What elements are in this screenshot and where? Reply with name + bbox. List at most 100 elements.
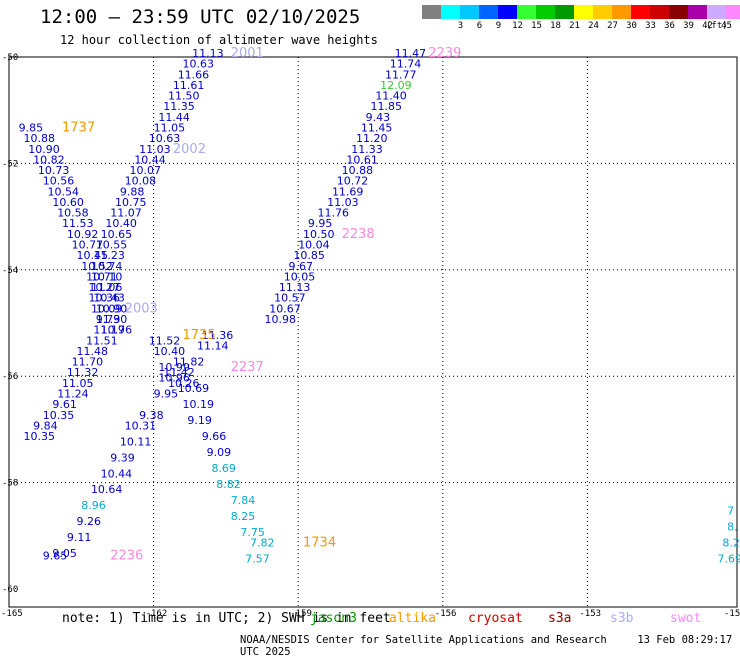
wave-height-value: 10.71 bbox=[86, 270, 118, 283]
lat-tick-label: -56 bbox=[2, 372, 18, 382]
satellite-swot: swot bbox=[670, 611, 702, 626]
wave-height-value: 11.45 bbox=[361, 121, 393, 134]
wave-height-value: 9.66 bbox=[202, 430, 227, 443]
legend-swatch bbox=[555, 5, 574, 19]
wave-height-value: 10.36 bbox=[89, 292, 121, 305]
legend-swatch bbox=[574, 5, 593, 19]
wave-height-value: 10.65 bbox=[101, 228, 133, 241]
lat-tick-label: -58 bbox=[2, 479, 18, 489]
lat-tick-label: -50 bbox=[2, 53, 18, 63]
wave-height-value: 11.82 bbox=[173, 356, 205, 369]
wave-height-value: 9.05 bbox=[52, 547, 77, 560]
wave-height-value: 11.53 bbox=[62, 217, 94, 230]
wave-height-value: 7.57 bbox=[245, 552, 270, 565]
wave-height-value: 11.66 bbox=[178, 68, 210, 81]
wave-height-value: 12.09 bbox=[380, 79, 412, 92]
legend-swatch bbox=[612, 5, 631, 19]
legend-label: 45 bbox=[721, 21, 732, 31]
wave-height-value: 10.19 bbox=[183, 398, 215, 411]
legend-label: 18 bbox=[550, 21, 561, 31]
legend-swatch bbox=[517, 5, 536, 19]
legend-swatch bbox=[593, 5, 612, 19]
wave-height-value: 11.85 bbox=[371, 100, 403, 113]
wave-height-value: 9.95 bbox=[308, 217, 333, 230]
wave-height-value: 9.95 bbox=[154, 387, 179, 400]
wave-height-value: 10.90 bbox=[96, 302, 128, 315]
wave-height-value: 9.85 bbox=[19, 121, 44, 134]
wave-height-value: 10.73 bbox=[38, 164, 70, 177]
lat-tick-label: -60 bbox=[2, 585, 18, 595]
wave-height-value: 11.19 bbox=[93, 324, 125, 337]
wave-height-value: 7.82 bbox=[250, 536, 275, 549]
lat-tick-label: -52 bbox=[2, 159, 18, 169]
wave-height-value: 11.36 bbox=[202, 329, 234, 342]
wave-height-value: 10.58 bbox=[57, 207, 88, 220]
lon-tick-label: -153 bbox=[579, 609, 601, 619]
wave-height-value: 9.88 bbox=[120, 185, 145, 198]
wave-height-value: 9.19 bbox=[187, 414, 212, 427]
wave-height-value: 8. bbox=[727, 520, 738, 533]
wave-height-value: 10.98 bbox=[264, 313, 296, 326]
wave-height-value: 10.26 bbox=[168, 377, 200, 390]
wave-height-value: 10.74 bbox=[91, 260, 123, 273]
pass-id-label: 2003 bbox=[125, 301, 158, 316]
pass-id-label: 1734 bbox=[303, 535, 336, 550]
wave-height-value: 10.90 bbox=[28, 143, 59, 156]
legend-label: 33 bbox=[645, 21, 656, 31]
wave-height-value: 10.72 bbox=[337, 175, 369, 188]
wave-height-value: 10.43 bbox=[93, 292, 125, 305]
wave-height-value: 9.26 bbox=[76, 515, 101, 528]
wave-height-value: 11.05 bbox=[154, 121, 186, 134]
credit-text: NOAA/NESDIS Center for Satellite Applica… bbox=[240, 634, 607, 646]
wave-height-value: 10.44 bbox=[134, 153, 166, 166]
legend-label: 36 bbox=[664, 21, 675, 31]
wave-height-value: 9.43 bbox=[366, 111, 391, 124]
wave-height-value: 7.84 bbox=[231, 494, 256, 507]
wave-height-value: 11.05 bbox=[62, 377, 94, 390]
wave-height-value: 10.82 bbox=[33, 153, 65, 166]
wave-height-value: 11.13 bbox=[279, 281, 311, 294]
legend-swatch bbox=[688, 5, 707, 19]
wave-height-value: 11.76 bbox=[317, 207, 349, 220]
page-title: 12:00 – 23:59 UTC 02/10/2025 bbox=[40, 6, 361, 28]
wave-height-value: 11.61 bbox=[173, 79, 205, 92]
footer-note: note: 1) Time is in UTC; 2) SWH is in fe… bbox=[62, 611, 391, 626]
lon-tick-label: -15 bbox=[724, 609, 740, 619]
legend-swatch bbox=[707, 5, 726, 19]
wave-height-value: 7 bbox=[727, 505, 734, 518]
wave-height-value: 9.09 bbox=[207, 446, 232, 459]
wave-height-value: 10.11 bbox=[120, 435, 152, 448]
wave-height-value: 10.55 bbox=[96, 239, 128, 252]
wave-height-value: 11.47 bbox=[395, 47, 427, 60]
legend-label: 21 bbox=[569, 21, 580, 31]
wave-height-value: 10.77 bbox=[72, 239, 104, 252]
wave-height-value: 11.51 bbox=[86, 334, 118, 347]
satellite-cryosat: cryosat bbox=[468, 611, 523, 626]
legend-swatch bbox=[726, 5, 740, 19]
wave-height-value: 11.35 bbox=[163, 100, 195, 113]
wave-height-value: 9.61 bbox=[52, 398, 77, 411]
wave-height-value: 10.63 bbox=[183, 58, 215, 71]
pass-id-label: 1737 bbox=[62, 120, 95, 135]
wave-height-value: 10.56 bbox=[43, 175, 75, 188]
legend-label: 24 bbox=[588, 21, 599, 31]
pass-id-label: 2236 bbox=[110, 549, 143, 564]
wave-height-value: 10.08 bbox=[125, 175, 156, 188]
wave-height-value: 11.20 bbox=[356, 132, 388, 145]
wave-height-value: 10.35 bbox=[43, 409, 75, 422]
wave-height-value: 11.33 bbox=[351, 143, 383, 156]
legend-label: 27 bbox=[607, 21, 618, 31]
legend-label: 12 bbox=[512, 21, 523, 31]
pass-id-label: 2239 bbox=[428, 46, 461, 61]
wave-height-value: 11.69 bbox=[332, 185, 364, 198]
wave-height-value: 10.88 bbox=[23, 132, 55, 145]
wave-height-value: 9.67 bbox=[289, 260, 314, 273]
wave-height-value: 10.96 bbox=[158, 372, 190, 385]
lon-tick-label: -165 bbox=[1, 609, 23, 619]
wave-height-value: 10.50 bbox=[303, 228, 335, 241]
wave-height-value: 11.07 bbox=[110, 207, 142, 220]
legend-label: 39 bbox=[683, 21, 694, 31]
legend-swatch bbox=[460, 5, 479, 19]
wave-height-value: 11.23 bbox=[93, 249, 125, 262]
